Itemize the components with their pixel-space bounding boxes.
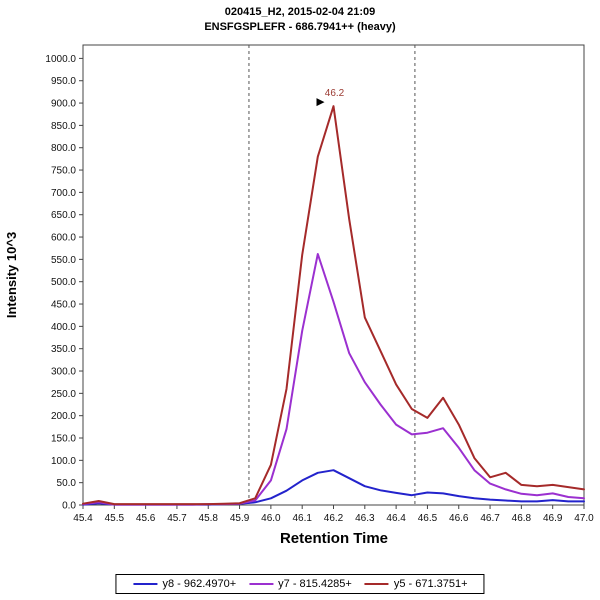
- chart-title-line1: 020415_H2, 2015-02-04 21:09: [224, 6, 376, 18]
- series-line-y7: [82, 253, 585, 506]
- y-tick-label: 750.0: [51, 166, 76, 177]
- x-tick-label: 47.0: [574, 513, 594, 524]
- y-tick-label: 400.0: [51, 322, 76, 333]
- x-tick-label: 46.6: [449, 513, 469, 524]
- x-tick-label: 45.9: [230, 513, 250, 524]
- y-axis-label: Intensity 10^3: [4, 232, 19, 318]
- legend-item-y8: y8 - 962.4970+: [132, 578, 236, 590]
- peak-apex-arrow-icon: [316, 98, 325, 107]
- x-tick-label: 46.5: [418, 513, 438, 524]
- chromatogram-plot[interactable]: 0.0 50.0 100.0 150.0 200.0 250.0 300.0 350.0 400…: [0, 35, 600, 555]
- x-tick-label: 46.8: [512, 513, 532, 524]
- y-tick-label: 500.0: [51, 277, 76, 288]
- peak-rt-annotation: 46.2: [325, 88, 345, 99]
- y-tick-label: 950.0: [51, 76, 76, 87]
- legend-label-y5: y5 - 671.3751+: [393, 578, 468, 590]
- legend-line-sample-y5: [364, 583, 389, 585]
- x-tick-label: 45.8: [199, 513, 219, 524]
- legend: y8 - 962.4970+ y7 - 815.4285+ y5 - 671.375…: [115, 574, 485, 594]
- chart-title: 020415_H2, 2015-02-04 21:09 ENSFGSPLEFR …: [0, 0, 600, 35]
- legend-label-y8: y8 - 962.4970+: [162, 578, 237, 590]
- x-tick-label: 46.7: [480, 513, 500, 524]
- y-tick-label: 150.0: [51, 434, 76, 445]
- legend-label-y7: y7 - 815.4285+: [278, 578, 352, 590]
- y-tick-label: 550.0: [51, 255, 76, 266]
- legend-item-y7: y7 - 815.4285+: [248, 578, 352, 590]
- legend-line-sample-y8: [133, 583, 158, 585]
- plot-layer: 0.0 50.0 100.0 150.0 200.0 250.0 300.0 350.0 400…: [45, 44, 594, 524]
- x-tick-label: 46.3: [355, 513, 375, 524]
- series-line-y5: [82, 105, 585, 506]
- x-tick-label: 46.4: [386, 513, 406, 524]
- y-tick-label: 800.0: [51, 143, 76, 154]
- plot-border: [82, 44, 585, 506]
- legend-line-sample-y7: [249, 583, 274, 585]
- y-tick-label: 850.0: [51, 121, 76, 132]
- y-tick-label: 250.0: [51, 389, 76, 400]
- x-tick-label: 46.2: [324, 513, 344, 524]
- x-tick-label: 45.4: [73, 513, 93, 524]
- chart-title-line2: ENSFGSPLEFR - 686.7941++ (heavy): [204, 21, 396, 33]
- y-tick-label: 650.0: [51, 210, 76, 221]
- x-tick-label: 45.6: [136, 513, 156, 524]
- legend-item-y5: y5 - 671.3751+: [364, 578, 468, 590]
- y-tick-label: 900.0: [51, 99, 76, 110]
- y-tick-label: 700.0: [51, 188, 76, 199]
- x-tick-label: 45.7: [167, 513, 187, 524]
- y-tick-label: 100.0: [51, 456, 76, 467]
- y-tick-label: 50.0: [57, 478, 77, 489]
- y-tick-label: 450.0: [51, 300, 76, 311]
- y-tick-label: 300.0: [51, 367, 76, 378]
- x-tick-label: 45.5: [105, 513, 125, 524]
- x-axis-label: Retention Time: [280, 530, 388, 547]
- y-tick-label: 0.0: [62, 501, 76, 512]
- x-tick-label: 46.9: [543, 513, 563, 524]
- x-tick-label: 46.1: [292, 513, 312, 524]
- x-tick-label: 46.0: [261, 513, 281, 524]
- y-tick-label: 350.0: [51, 344, 76, 355]
- y-tick-label: 200.0: [51, 411, 76, 422]
- y-tick-label: 600.0: [51, 233, 76, 244]
- y-tick-label: 1000.0: [45, 54, 76, 65]
